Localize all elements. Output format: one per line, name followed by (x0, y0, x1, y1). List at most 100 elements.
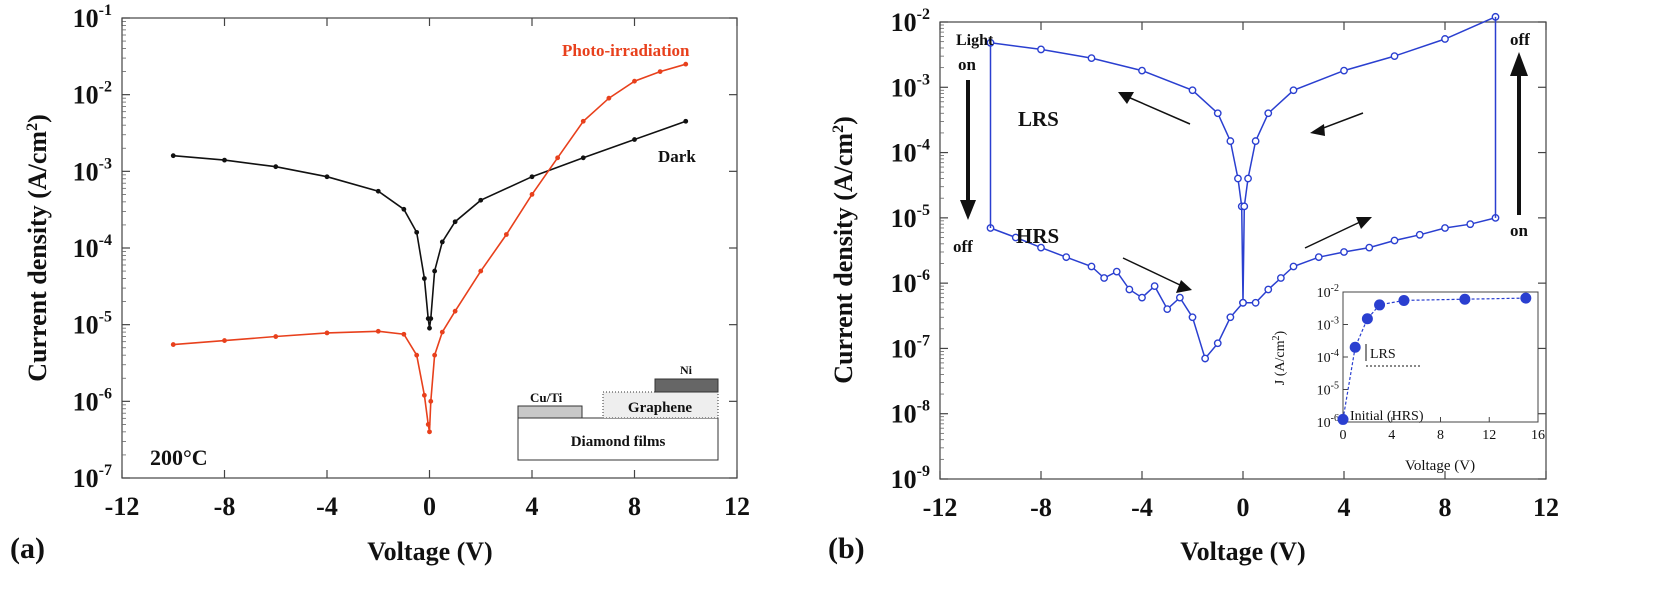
x-tick-labels-a: -12 -8 -4 0 4 8 12 (105, 18, 750, 521)
series-label-photo: Photo-irradiation (562, 41, 690, 60)
annotation-light: Light (956, 32, 994, 49)
data-point (1390, 52, 1399, 61)
data-point (1138, 66, 1146, 75)
data-point (439, 329, 445, 335)
panel-a: 10-110-210-310-410-510-610-7 -12 -8 -4 0 4 8 1… (10, 2, 750, 566)
data-point (1087, 262, 1096, 271)
x-tick-label: 12 (1533, 493, 1559, 522)
graphene-text: Graphene (628, 400, 693, 416)
data-point (1340, 66, 1348, 75)
annotation-lrs: LRS (1018, 107, 1059, 131)
data-point (1011, 233, 1020, 242)
data-point (222, 157, 227, 163)
direction-arrow-lrs-left-head (1118, 92, 1134, 104)
inset-y-tick-label: 10-5 (1317, 381, 1339, 399)
data-point (1264, 285, 1273, 294)
data-point (432, 268, 438, 274)
data-point (427, 429, 432, 435)
data-point (273, 334, 279, 339)
temperature-label: 200°C (150, 445, 208, 470)
data-point (1289, 262, 1298, 271)
data-point (1112, 267, 1121, 276)
data-point (1226, 137, 1235, 145)
inset-y-axis-label: J (A/cm2) (1271, 330, 1288, 385)
annotation-off-right: off (1510, 30, 1530, 49)
data-point (1390, 236, 1399, 245)
data-point (478, 197, 484, 203)
data-point (1138, 293, 1146, 302)
data-point (170, 153, 176, 159)
data-point (1213, 109, 1222, 118)
y-tick-label: 10-8 (891, 398, 930, 429)
x-tick-label: -12 (105, 492, 140, 521)
data-point (1441, 35, 1449, 43)
y-tick-label: 10-4 (73, 232, 112, 263)
data-point (1201, 354, 1210, 363)
y-axis-label-b: Current density (A/cm2) (829, 116, 858, 384)
inset-x-tick-label: 12 (1482, 428, 1496, 443)
y-tick-label: 10-5 (73, 309, 112, 340)
data-point (452, 308, 458, 314)
data-point (401, 331, 407, 337)
data-point (1087, 54, 1096, 62)
data-point (222, 338, 227, 343)
y-axis-label-a: Current density (A/cm2) (23, 114, 52, 382)
data-point (375, 188, 381, 194)
arrow-up-head (1510, 52, 1528, 76)
inset-y-tick-label: 10-4 (1317, 348, 1339, 366)
y-tick-labels-b: 10-2 10-3 10-4 10-5 10-6 10-7 10-8 10-9 (891, 6, 1546, 494)
inset-data-point (1459, 293, 1471, 305)
annotation-on-right: on (1510, 221, 1529, 240)
data-point (555, 155, 561, 161)
data-point (324, 174, 330, 180)
cu-ti-layer (517, 405, 583, 419)
inset-y-tick-labels: 10-2 10-3 10-4 10-5 10-6 (1317, 283, 1348, 431)
data-point (375, 328, 381, 334)
inset-data-point (1398, 294, 1410, 306)
x-tick-label: 8 (1439, 493, 1452, 522)
data-point (170, 342, 176, 347)
data-series-b (986, 12, 1500, 363)
series-label-dark: Dark (658, 147, 696, 166)
inset-data (1337, 292, 1532, 425)
x-tick-label: -12 (923, 493, 958, 522)
direction-arrow-hrs-right-head (1356, 217, 1372, 229)
data-point (439, 239, 445, 245)
data-point (1125, 285, 1134, 294)
direction-arrow-hrs-left (1122, 257, 1181, 286)
x-axis-label-a: Voltage (V) (367, 537, 492, 566)
data-point (503, 232, 509, 237)
data-point (428, 316, 434, 321)
data-point (421, 276, 427, 281)
data-point (414, 229, 420, 235)
data-point (421, 392, 427, 398)
data-point (452, 219, 458, 225)
y-tick-label: 10-9 (891, 463, 930, 494)
inset-y-tick-label: 10-2 (1317, 283, 1339, 301)
data-point (273, 164, 279, 170)
inset-y-tick-label: 10-3 (1317, 316, 1339, 334)
inset-data-point (1337, 413, 1349, 425)
data-point (1264, 109, 1273, 118)
data-point (324, 330, 330, 336)
annotation-hrs: HRS (1016, 224, 1059, 248)
data-point (529, 174, 535, 180)
x-axis-label-b: Voltage (V) (1180, 537, 1305, 566)
data-point (580, 118, 586, 124)
inset-x-tick-label: 0 (1340, 428, 1347, 443)
x-tick-label: -4 (316, 492, 338, 521)
x-tick-label: 0 (1237, 493, 1250, 522)
direction-arrow-hrs-left-head (1176, 280, 1192, 293)
data-point (683, 61, 689, 67)
inset-x-tick-label: 4 (1388, 428, 1395, 443)
data-point (1240, 202, 1249, 211)
direction-arrow-hrs-right (1304, 221, 1361, 249)
inset-x-tick-label: 16 (1531, 428, 1545, 443)
direction-arrow-lrs-right-head (1310, 124, 1325, 136)
inset-y-tick-label: 10-6 (1317, 413, 1339, 431)
y-tick-label: 10-7 (73, 462, 112, 493)
data-point (414, 352, 420, 358)
data-point (1062, 253, 1071, 262)
series-line-dark (173, 120, 687, 329)
